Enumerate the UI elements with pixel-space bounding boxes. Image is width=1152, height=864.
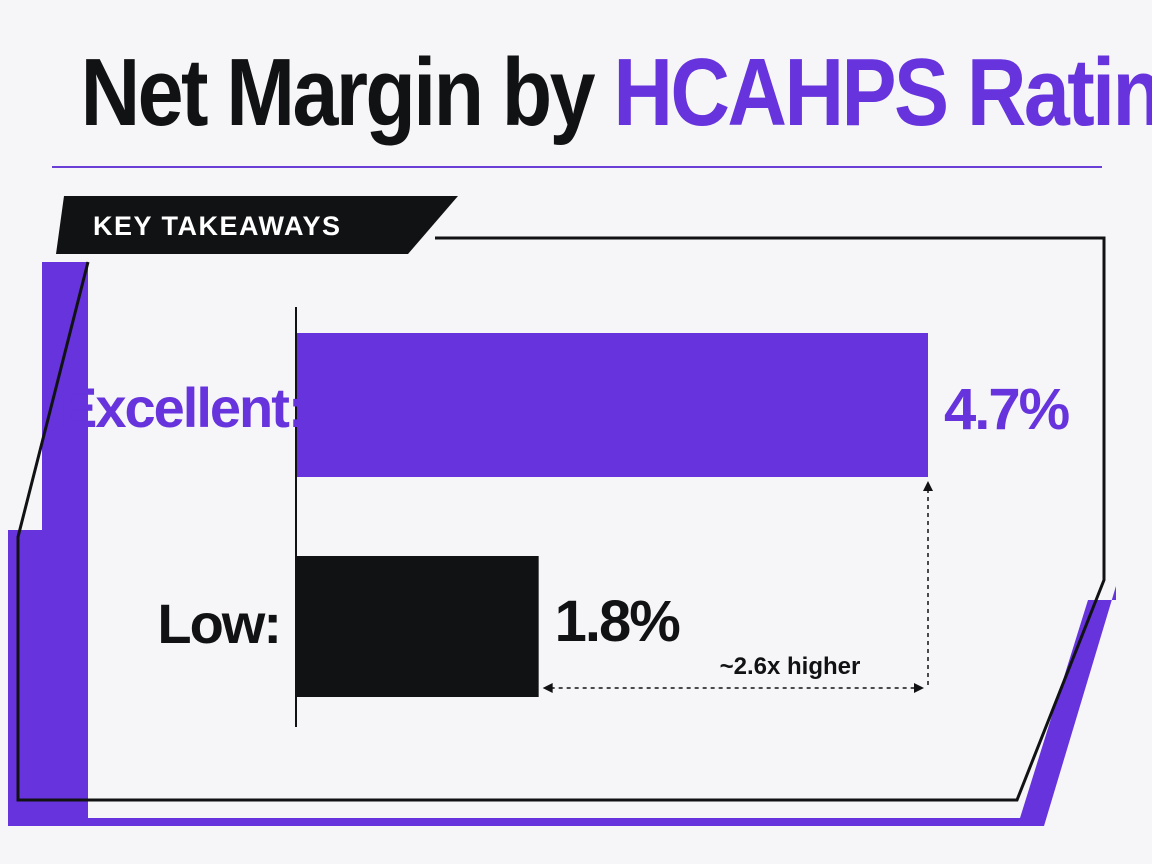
page-title: Net Margin by HCAHPS Rating: [80, 38, 1152, 148]
tag-background: [56, 196, 458, 254]
comparison-arrowhead-right: [914, 683, 924, 693]
comparison-arrowhead-up: [923, 481, 933, 491]
value-label-1: 1.8%: [554, 589, 681, 654]
frame-outline: [16, 236, 1106, 802]
bar-1: [297, 556, 539, 697]
title-dark-part: Net Margin by: [80, 39, 596, 146]
comparison-arrowhead-left: [542, 683, 553, 693]
title-divider: [52, 166, 1102, 168]
title-accent-part: HCAHPS Rating: [613, 39, 1152, 146]
category-label-1: Low:: [157, 592, 282, 655]
category-label-0: Excellent:: [60, 376, 307, 439]
ratio-annotation: ~2.6x higher: [719, 653, 861, 680]
value-label-0: 4.7%: [944, 377, 1070, 442]
key-takeaways-tag: KEY TAKEAWAYS: [93, 211, 342, 241]
bar-0: [297, 333, 928, 477]
